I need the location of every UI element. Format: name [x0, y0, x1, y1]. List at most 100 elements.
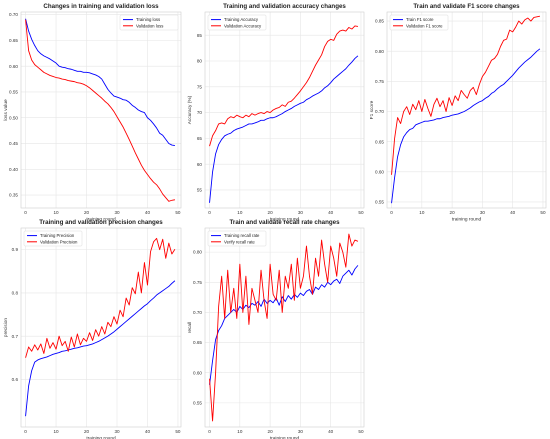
plot-frame: [20, 227, 182, 428]
y-tick-label: 0.55: [193, 400, 202, 405]
y-tick-label: 0.75: [375, 79, 384, 84]
plot-area: [205, 228, 364, 427]
y-tick-label: 0.80: [375, 49, 384, 54]
x-tick-label: 10: [237, 429, 243, 434]
y-tick-label: 0.60: [9, 64, 18, 69]
x-tick-label: 30: [480, 210, 486, 215]
x-tick-label: 40: [328, 429, 334, 434]
plot-area: [21, 228, 181, 427]
legend-label: Training Accuracy: [224, 17, 259, 22]
legend-label: Validation Precision: [40, 239, 78, 244]
legend-label: Training loss: [136, 17, 160, 22]
y-tick-label: 0.70: [9, 12, 18, 17]
plot-area: [21, 12, 181, 208]
x-tick-label: 30: [114, 210, 120, 215]
x-axis-label: training round: [86, 217, 116, 223]
y-axis-label: loss value: [3, 99, 9, 121]
plot-frame: [20, 11, 182, 209]
series-line-2: [25, 237, 176, 358]
series-line-2: [25, 19, 175, 202]
x-tick-label: 10: [53, 210, 59, 215]
y-axis-label: precision: [3, 318, 9, 338]
series-line-1: [391, 48, 541, 204]
x-tick-label: 0: [24, 429, 27, 434]
x-tick-label: 40: [145, 429, 151, 434]
legend-box: [119, 14, 179, 31]
y-tick-label: 0.65: [193, 340, 202, 345]
x-tick-label: 20: [268, 210, 274, 215]
chart-title: Train and validate recall rate changes: [229, 219, 340, 226]
x-tick-label: 0: [208, 210, 211, 215]
x-tick-label: 10: [419, 210, 425, 215]
series-line-2: [391, 15, 541, 175]
chart-panel-2: Training and validation accuracy changes…: [187, 3, 365, 223]
chart-panel-4: Training and validation precision change…: [3, 219, 182, 439]
x-tick-label: 20: [268, 429, 274, 434]
legend-label: Training Precision: [40, 233, 75, 238]
legend-label: Validation loss: [136, 23, 163, 28]
chart-title: Changes in training and validation loss: [43, 3, 159, 10]
x-axis-label: training round: [270, 217, 300, 223]
y-tick-label: 0.45: [9, 141, 18, 146]
y-tick-label: 0.70: [375, 109, 384, 114]
x-tick-label: 30: [298, 210, 304, 215]
x-tick-label: 40: [510, 210, 516, 215]
y-tick-label: 0.80: [193, 250, 202, 255]
x-tick-label: 50: [175, 429, 181, 434]
chart-title: Training and validation precision change…: [39, 219, 163, 226]
y-tick-label: 0.35: [9, 193, 18, 198]
plot-area: [205, 12, 364, 208]
y-tick-label: 0.65: [375, 139, 384, 144]
plot-frame: [204, 11, 365, 209]
x-tick-label: 30: [298, 429, 304, 434]
y-tick-label: 70: [197, 110, 203, 115]
y-tick-label: 0.55: [375, 200, 384, 205]
y-tick-label: 85: [197, 33, 203, 38]
legend-label: Validation Accuracy: [224, 23, 262, 28]
x-tick-label: 20: [450, 210, 456, 215]
x-tick-label: 40: [145, 210, 151, 215]
chart-title: Training and validation accuracy changes: [223, 3, 346, 10]
x-tick-label: 40: [328, 210, 334, 215]
x-axis-label: training round: [270, 436, 300, 439]
series-line-2: [209, 25, 359, 147]
x-tick-label: 0: [208, 429, 211, 434]
legend-box: [389, 14, 449, 31]
chart-panel-3: Train and validate F1 score changes 0 10 20…: [369, 3, 547, 223]
x-tick-label: 30: [114, 429, 120, 434]
x-tick-label: 0: [24, 210, 27, 215]
y-tick-label: 55: [197, 188, 203, 193]
plot-frame: [386, 11, 547, 209]
x-tick-label: 20: [84, 429, 90, 434]
y-tick-label: 65: [197, 136, 203, 141]
series-line-1: [209, 55, 359, 203]
y-tick-label: 80: [197, 59, 203, 64]
x-tick-label: 10: [53, 429, 59, 434]
x-tick-label: 50: [540, 210, 546, 215]
y-tick-label: 0.50: [9, 115, 18, 120]
y-axis-label: Accuracy (%): [187, 95, 193, 124]
y-tick-label: 0.85: [375, 19, 384, 24]
series-line-2: [209, 233, 359, 422]
x-tick-label: 50: [358, 210, 364, 215]
legend-label: Train F1 score: [406, 17, 434, 22]
chart-panel-5: Train and validate recall rate changes 0 1…: [187, 219, 365, 439]
legend-label: Training recall rate: [224, 233, 260, 238]
x-axis-label: training round: [452, 217, 482, 223]
y-tick-label: 0.65: [9, 38, 18, 43]
series-line-1: [25, 280, 176, 417]
x-tick-label: 20: [84, 210, 90, 215]
y-tick-label: 75: [197, 84, 203, 89]
legend-box: [207, 230, 267, 247]
legend-box: [207, 14, 267, 31]
legend-box: [23, 230, 83, 247]
y-tick-label: 0.60: [375, 169, 384, 174]
plot-frame: [204, 227, 365, 428]
y-tick-label: 0.55: [9, 90, 18, 95]
series-line-1: [25, 18, 175, 147]
x-tick-label: 50: [358, 429, 364, 434]
